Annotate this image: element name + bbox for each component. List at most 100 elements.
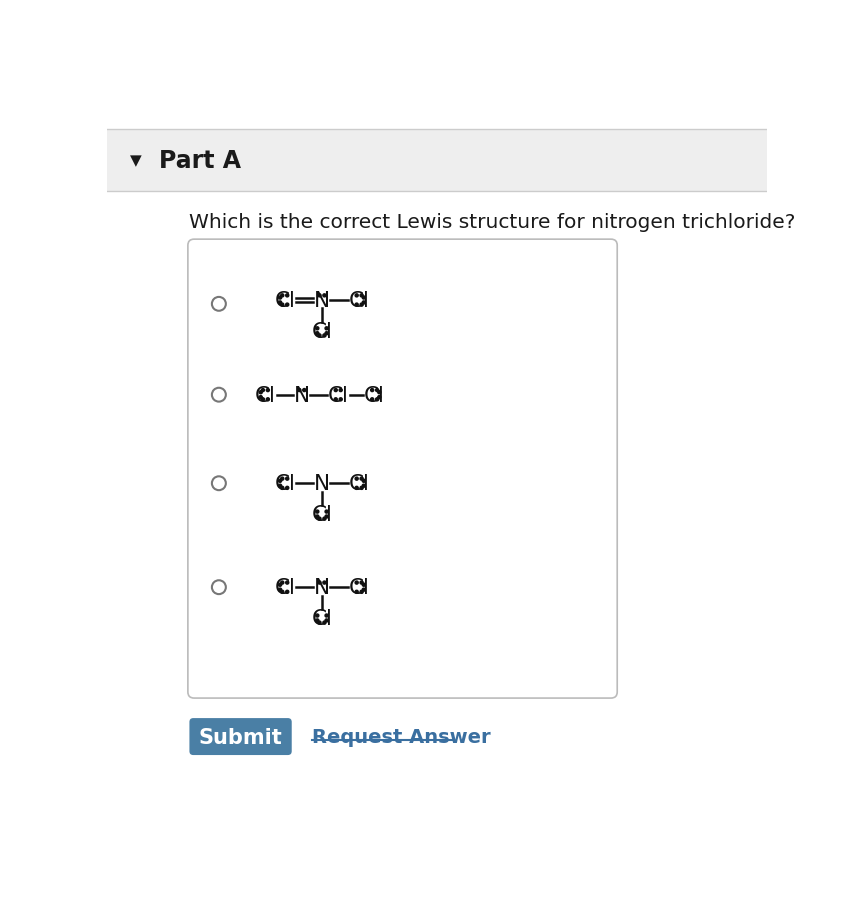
Circle shape xyxy=(360,303,363,307)
Circle shape xyxy=(355,303,358,307)
Circle shape xyxy=(362,302,366,304)
Text: Cl: Cl xyxy=(274,578,295,598)
Circle shape xyxy=(355,294,358,298)
Circle shape xyxy=(325,332,328,335)
Text: Submit: Submit xyxy=(199,727,283,747)
Circle shape xyxy=(316,614,319,618)
Circle shape xyxy=(285,582,289,584)
Circle shape xyxy=(360,487,363,489)
Text: Cl: Cl xyxy=(328,386,348,405)
Text: Part A: Part A xyxy=(159,149,241,172)
Circle shape xyxy=(360,478,363,480)
Circle shape xyxy=(360,591,363,593)
Circle shape xyxy=(280,478,284,480)
Circle shape xyxy=(325,328,328,330)
Circle shape xyxy=(316,332,319,335)
Circle shape xyxy=(280,591,284,593)
Text: N: N xyxy=(314,578,330,598)
Circle shape xyxy=(376,398,378,402)
Circle shape xyxy=(279,583,282,587)
Circle shape xyxy=(334,398,337,402)
Text: Cl: Cl xyxy=(312,505,332,525)
Circle shape xyxy=(280,303,284,307)
Text: Which is the correct Lewis structure for nitrogen trichloride?: Which is the correct Lewis structure for… xyxy=(189,213,796,232)
Circle shape xyxy=(355,478,358,480)
Circle shape xyxy=(362,479,366,483)
Circle shape xyxy=(318,334,321,338)
FancyBboxPatch shape xyxy=(106,108,767,804)
Circle shape xyxy=(362,583,366,587)
Circle shape xyxy=(355,591,358,593)
Circle shape xyxy=(371,389,374,392)
Text: Cl: Cl xyxy=(255,386,276,405)
Circle shape xyxy=(339,389,343,392)
Circle shape xyxy=(318,517,321,521)
Circle shape xyxy=(377,391,381,395)
Circle shape xyxy=(259,391,262,395)
Circle shape xyxy=(279,485,282,488)
Circle shape xyxy=(318,582,321,584)
Text: Request Answer: Request Answer xyxy=(312,727,491,746)
Circle shape xyxy=(285,591,289,593)
Text: Cl: Cl xyxy=(312,609,332,628)
Text: Cl: Cl xyxy=(348,578,370,598)
Circle shape xyxy=(285,487,289,489)
Circle shape xyxy=(280,582,284,584)
Text: Cl: Cl xyxy=(274,474,295,494)
Circle shape xyxy=(267,389,269,392)
Circle shape xyxy=(360,582,363,584)
Circle shape xyxy=(362,485,366,488)
Circle shape xyxy=(302,389,306,392)
Circle shape xyxy=(325,510,328,514)
Circle shape xyxy=(377,396,381,399)
Circle shape xyxy=(355,582,358,584)
Circle shape xyxy=(285,478,289,480)
Text: Cl: Cl xyxy=(348,474,370,494)
Circle shape xyxy=(325,516,328,518)
Circle shape xyxy=(334,389,337,392)
Text: Cl: Cl xyxy=(348,291,370,311)
Circle shape xyxy=(280,487,284,489)
Text: ▼: ▼ xyxy=(130,154,141,168)
Circle shape xyxy=(362,297,366,300)
Circle shape xyxy=(323,582,326,584)
Circle shape xyxy=(285,303,289,307)
Circle shape xyxy=(323,621,326,625)
Circle shape xyxy=(262,389,264,392)
Circle shape xyxy=(362,589,366,591)
Circle shape xyxy=(316,328,319,330)
Circle shape xyxy=(279,302,282,304)
FancyBboxPatch shape xyxy=(106,130,767,191)
Circle shape xyxy=(259,396,262,399)
Circle shape xyxy=(316,516,319,518)
Circle shape xyxy=(279,589,282,591)
Circle shape xyxy=(325,614,328,618)
Circle shape xyxy=(262,398,264,402)
Circle shape xyxy=(316,619,319,622)
Circle shape xyxy=(297,389,301,392)
Text: Cl: Cl xyxy=(364,386,385,405)
Circle shape xyxy=(323,334,326,338)
Circle shape xyxy=(316,510,319,514)
Circle shape xyxy=(323,517,326,521)
Circle shape xyxy=(318,294,321,298)
Circle shape xyxy=(280,294,284,298)
Text: Cl: Cl xyxy=(312,321,332,341)
Circle shape xyxy=(376,389,378,392)
Circle shape xyxy=(355,487,358,489)
FancyBboxPatch shape xyxy=(189,718,291,755)
Circle shape xyxy=(323,294,326,298)
Text: N: N xyxy=(294,386,310,405)
Circle shape xyxy=(285,294,289,298)
Text: N: N xyxy=(314,291,330,311)
FancyBboxPatch shape xyxy=(188,240,617,698)
Text: Cl: Cl xyxy=(274,291,295,311)
Circle shape xyxy=(279,297,282,300)
Text: N: N xyxy=(314,474,330,494)
Circle shape xyxy=(325,619,328,622)
Circle shape xyxy=(360,294,363,298)
Circle shape xyxy=(318,621,321,625)
Circle shape xyxy=(339,398,343,402)
Circle shape xyxy=(279,479,282,483)
Circle shape xyxy=(371,398,374,402)
